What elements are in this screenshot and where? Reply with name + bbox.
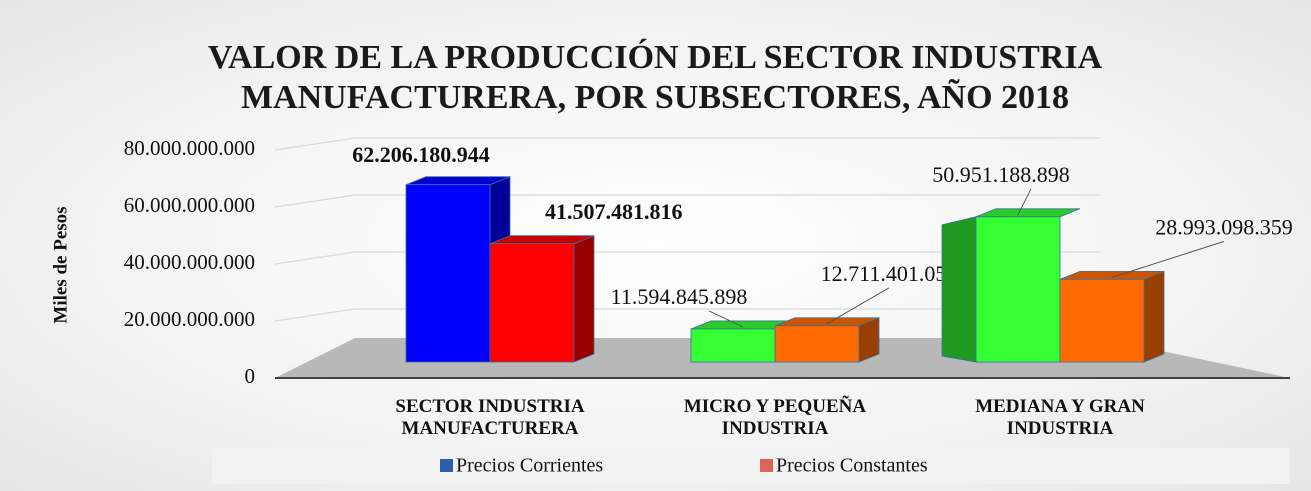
bar-side xyxy=(941,216,977,363)
bar-front xyxy=(1059,278,1145,363)
value-label: 50.951.188.898 xyxy=(932,162,1070,187)
bar xyxy=(489,235,595,363)
y-tick-label: 60.000.000.000 xyxy=(124,193,255,217)
x-tick-label: MEDIANA Y GRAN INDUSTRIA xyxy=(975,396,1145,439)
legend-label: Precios Corrientes xyxy=(456,455,603,477)
bar-front xyxy=(405,184,491,363)
leader-line xyxy=(826,287,890,325)
bar xyxy=(941,208,1081,363)
bar-top xyxy=(975,208,1081,218)
y-tick-label: 0 xyxy=(245,364,256,388)
bar-front xyxy=(690,328,776,363)
value-label: 62.206.180.944 xyxy=(352,142,490,167)
y-tick-label: 20.000.000.000 xyxy=(124,307,255,331)
value-label: 41.507.481.816 xyxy=(545,199,683,224)
chart-title: VALOR DE LA PRODUCCIÓN DEL SECTOR INDUST… xyxy=(207,39,1103,116)
bar-side xyxy=(1143,270,1165,363)
value-label: 11.594.845.898 xyxy=(611,284,748,309)
x-tick-label: SECTOR INDUSTRIA MANUFACTURERA xyxy=(395,396,585,439)
legend-label: Precios Constantes xyxy=(776,455,928,477)
y-axis-label: Miles de Pesos xyxy=(50,206,71,323)
leader-line xyxy=(708,310,744,328)
legend-box xyxy=(212,448,1290,484)
bar xyxy=(774,317,880,363)
leader-line xyxy=(1017,188,1032,216)
value-label: 12.711.401.051 xyxy=(821,261,958,286)
y-tick-label: 80.000.000.000 xyxy=(124,136,255,160)
bar-front xyxy=(975,216,1061,363)
y-tick-label: 40.000.000.000 xyxy=(124,250,255,274)
grid-line xyxy=(274,194,1100,208)
grid-line xyxy=(274,137,1100,151)
legend-swatch xyxy=(440,459,453,472)
bar-front xyxy=(489,243,575,363)
value-label: 28.993.098.359 xyxy=(1155,214,1293,239)
bar-front xyxy=(774,325,860,363)
bar xyxy=(1059,270,1165,363)
bar-side xyxy=(573,235,595,363)
legend-swatch xyxy=(760,459,773,472)
leader-line xyxy=(1111,240,1225,278)
x-tick-label: MICRO Y PEQUEÑA INDUSTRIA xyxy=(683,396,867,439)
grid-line xyxy=(274,251,1100,265)
